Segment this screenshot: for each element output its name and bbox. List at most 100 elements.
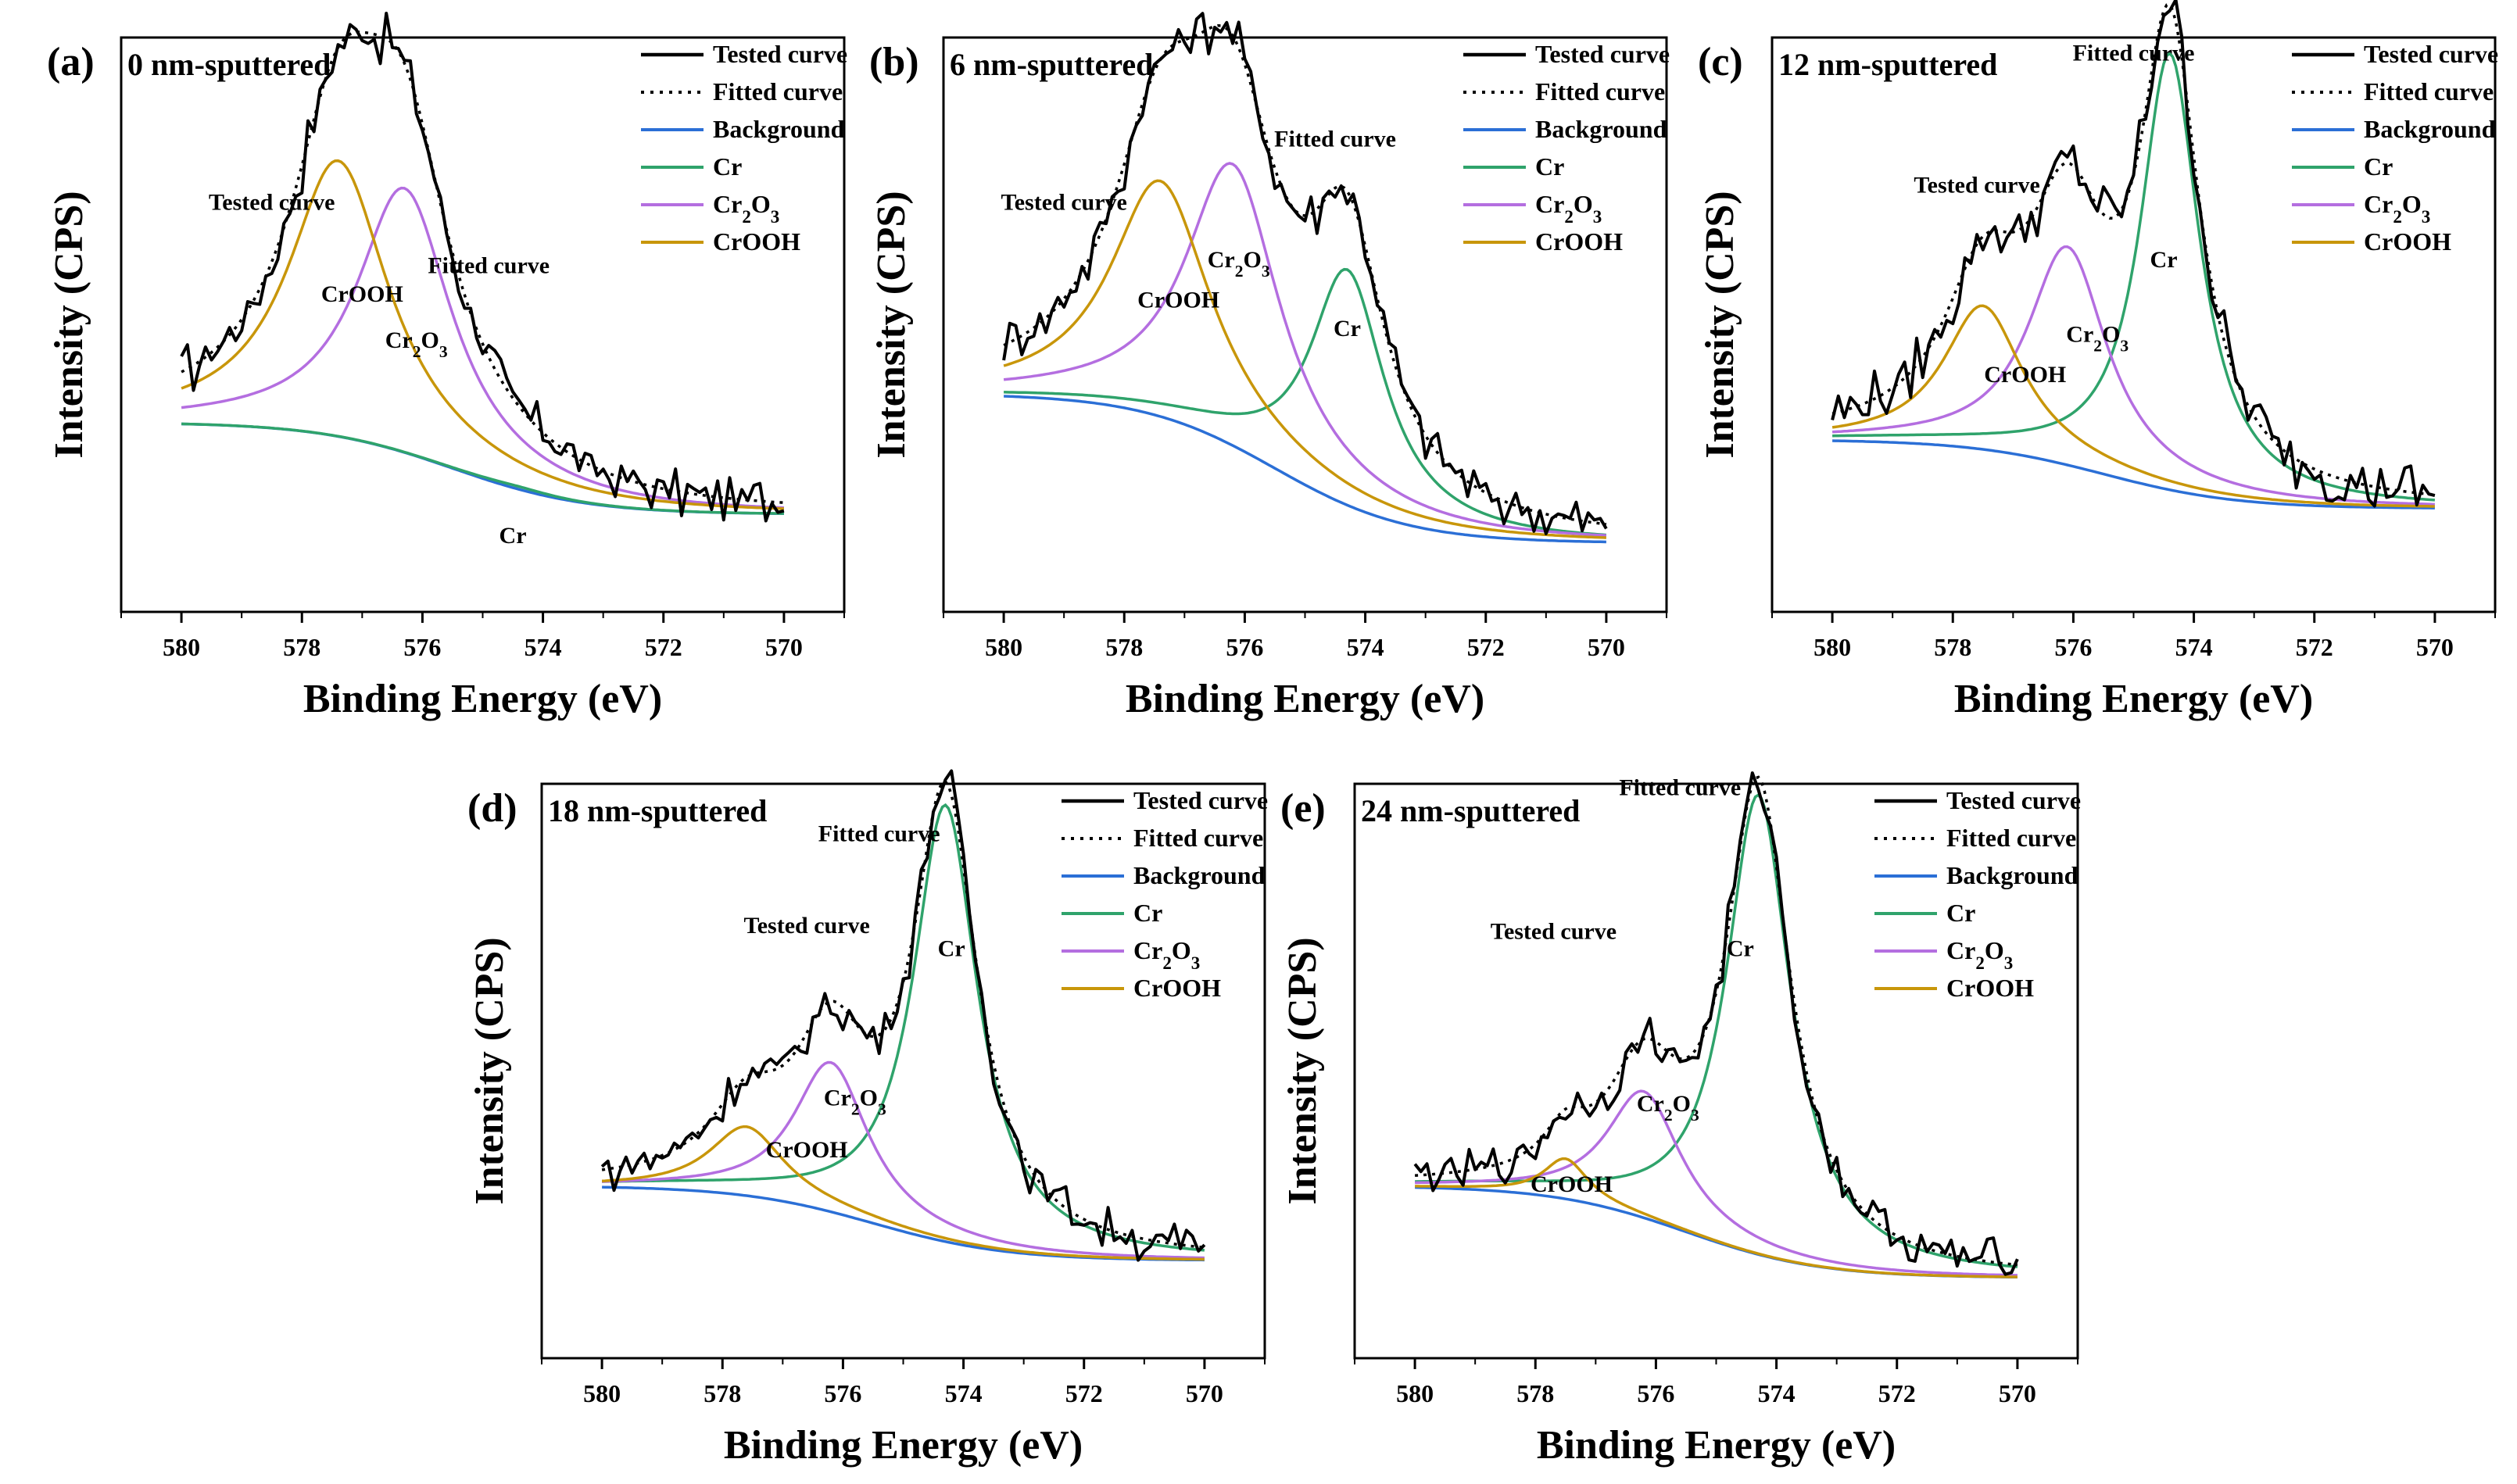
legend-label: Fitted curve [2364, 77, 2494, 105]
legend-label: Background [1946, 861, 2078, 889]
cr-curve [1415, 793, 2018, 1268]
annotation-label: CrOOH [1531, 1171, 1613, 1197]
legend-label: Fitted curve [1133, 824, 1263, 852]
legend-label: Cr [1946, 899, 1975, 927]
chart-panel-3: 580 578 576 574 572 570 Binding Energy (eV) Int… [1698, 0, 2498, 721]
legend-label: Background [1133, 861, 1266, 889]
crooh-curve [1831, 304, 2435, 508]
x-tick-label: 574 [1758, 1379, 1796, 1407]
cr2o3-curve [181, 186, 784, 510]
y-axis-title: Intensity (CPS) [47, 191, 91, 458]
x-tick-label: 578 [1934, 633, 1971, 661]
legend-label: Cr [2364, 152, 2393, 181]
x-tick-label: 570 [2416, 633, 2454, 661]
legend: Tested curve Fitted curve Background Cr Cr2O… [2292, 40, 2498, 256]
x-tick-label: 570 [1588, 633, 1625, 661]
legend-label: Tested curve [713, 40, 847, 68]
legend-label: CrOOH [1946, 974, 2034, 1002]
x-tick-label: 578 [1105, 633, 1143, 661]
panel-label: (e) [1280, 786, 1326, 831]
fitted-curve [181, 30, 785, 505]
x-axis-title: Binding Energy (eV) [1537, 1423, 1896, 1468]
annotation-label: Tested curve [1491, 918, 1617, 944]
legend-label: Cr [1133, 899, 1162, 927]
x-tick-label: 580 [1813, 633, 1851, 661]
fitted-curve [1414, 775, 2018, 1267]
x-tick-label: 572 [1467, 633, 1505, 661]
y-axis-title: Intensity (CPS) [1698, 191, 1742, 458]
background-curve [1415, 1185, 2018, 1279]
annotation-label: Tested curve [209, 190, 335, 216]
x-tick-label: 572 [1065, 1379, 1103, 1407]
y-axis-title: Intensity (CPS) [1280, 937, 1325, 1204]
x-tick-label: 574 [2175, 633, 2213, 661]
chart-panel-5: 580 578 576 574 572 570 Binding Energy (eV) Int… [1280, 771, 2081, 1468]
legend-label: Fitted curve [1535, 77, 1665, 105]
crooh-curve [1415, 1157, 2018, 1278]
legend-label: Tested curve [1133, 786, 1268, 814]
background-curve [602, 1185, 1205, 1262]
panel-title: 12 nm-sputtered [1778, 47, 1997, 82]
cr2o3-curve [1415, 1089, 2018, 1277]
annotation-label: Cr2O3 [1208, 247, 1270, 281]
x-axis-title: Binding Energy (eV) [1126, 677, 1484, 721]
annotation-label: Cr [1727, 936, 1754, 962]
legend-label: Cr2O3 [1535, 190, 1602, 227]
panel-label: (a) [47, 40, 95, 84]
x-tick-label: 576 [824, 1379, 861, 1407]
cr2o3-curve [602, 1060, 1205, 1260]
legend-label: Fitted curve [713, 77, 843, 105]
legend: Tested curve Fitted curve Background Cr Cr2O… [1463, 40, 1670, 256]
legend-label: Tested curve [1535, 40, 1670, 68]
x-tick-label: 574 [1347, 633, 1384, 661]
chart-panel-1: 580 578 576 574 572 570 Binding Energy (eV) Int… [47, 12, 847, 721]
x-tick-label: 570 [765, 633, 803, 661]
chart-panel-2: 580 578 576 574 572 570 Binding Energy (eV) Int… [869, 12, 1670, 721]
x-axis-title: Binding Energy (eV) [1954, 677, 2313, 721]
cr-curve [602, 803, 1205, 1252]
legend-label: Tested curve [2364, 40, 2498, 68]
x-tick-label: 572 [2296, 633, 2333, 661]
cr2o3-curve [1003, 162, 1606, 537]
crooh-curve [602, 1125, 1205, 1261]
legend-label: Cr [713, 152, 742, 181]
x-tick-label: 580 [163, 633, 200, 661]
annotation-label: CrOOH [1984, 362, 2066, 388]
x-tick-label: 572 [645, 633, 682, 661]
annotation-label: Fitted curve [818, 821, 940, 847]
legend-label: Cr2O3 [1133, 936, 1200, 973]
annotation-label: CrOOH [766, 1137, 848, 1163]
background-curve [1004, 395, 1606, 544]
y-axis-title: Intensity (CPS) [467, 937, 512, 1204]
annotation-label: Cr [938, 936, 965, 962]
legend-label: Cr [1535, 152, 1564, 181]
annotation-label: Cr [499, 523, 527, 549]
annotation-label: Cr2O3 [385, 327, 448, 361]
legend-label: Cr2O3 [713, 190, 779, 227]
legend: Tested curve Fitted curve Background Cr Cr2O… [1874, 786, 2081, 1002]
annotation-label: CrOOH [321, 281, 403, 307]
legend: Tested curve Fitted curve Background Cr Cr2O… [1062, 786, 1268, 1002]
panel-title: 18 nm-sputtered [548, 793, 767, 828]
panel-label: (c) [1698, 40, 1743, 84]
annotation-label: Cr [1334, 316, 1361, 341]
legend-label: Background [2364, 115, 2496, 143]
legend-label: Cr2O3 [2364, 190, 2430, 227]
panel-label: (d) [467, 786, 517, 831]
annotation-label: Cr2O3 [2066, 322, 2129, 356]
annotation-label: CrOOH [1137, 287, 1219, 313]
legend: Tested curve Fitted curve Background Cr Cr2O… [641, 40, 847, 256]
annotation-label: Tested curve [1001, 190, 1126, 216]
x-tick-label: 570 [1186, 1379, 1223, 1407]
background-curve [1832, 439, 2435, 510]
tested-curve [1002, 12, 1608, 535]
x-tick-label: 570 [1999, 1379, 2036, 1407]
legend-label: CrOOH [1133, 974, 1221, 1002]
annotation-label: Fitted curve [2073, 40, 2195, 66]
tested-curve [1413, 771, 2019, 1276]
x-tick-label: 576 [2054, 633, 2092, 661]
fitted-curve [601, 780, 1205, 1250]
x-tick-label: 578 [283, 633, 320, 661]
